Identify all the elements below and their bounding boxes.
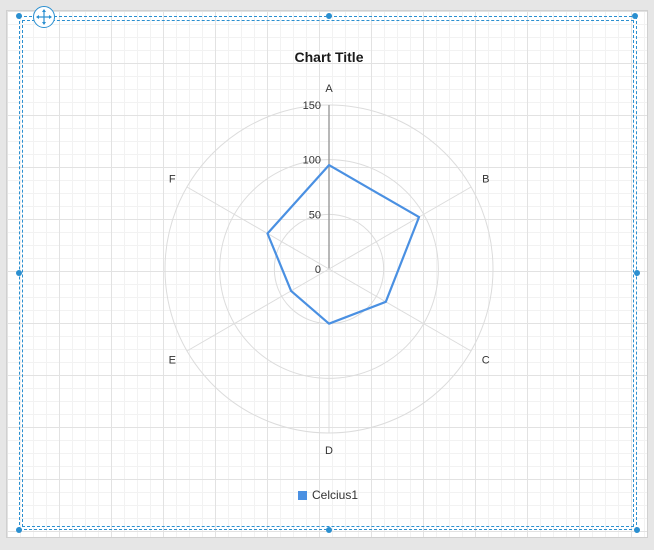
series-line[interactable] (266, 164, 421, 325)
resize-handle-bottom-center[interactable] (326, 527, 332, 533)
category-label: D (325, 445, 333, 457)
category-label: F (169, 174, 176, 186)
legend[interactable]: Celcius1 (298, 488, 358, 502)
resize-handle-middle-left[interactable] (16, 270, 22, 276)
category-label: C (482, 355, 490, 367)
legend-swatch[interactable] (298, 491, 307, 500)
grid-spoke (328, 268, 472, 352)
designer-canvas (6, 10, 648, 538)
radar-labels: 0 50 100 150 A B C D E F (169, 83, 490, 457)
resize-handle-bottom-left[interactable] (16, 527, 22, 533)
category-label: A (325, 83, 333, 95)
move-arrows-icon[interactable] (33, 6, 55, 28)
radial-tick-label: 150 (303, 100, 321, 112)
radial-tick-label: 50 (309, 209, 321, 221)
grid-spoke (186, 268, 330, 352)
resize-handle-middle-right[interactable] (634, 270, 640, 276)
grid-spoke (328, 186, 472, 270)
legend-label[interactable]: Celcius1 (312, 488, 358, 502)
resize-handle-top-center[interactable] (326, 13, 332, 19)
radial-tick-label: 100 (303, 155, 321, 167)
chart-title[interactable]: Chart Title (295, 49, 364, 65)
radar-series[interactable] (266, 164, 421, 325)
resize-handle-top-left[interactable] (16, 13, 22, 19)
resize-handle-bottom-right[interactable] (634, 527, 640, 533)
resize-handle-top-right[interactable] (632, 13, 638, 19)
chart-area-border (22, 20, 634, 527)
grid-spoke (186, 186, 330, 270)
radar-grid (164, 104, 494, 434)
category-label: E (169, 355, 176, 367)
category-label: B (482, 174, 489, 186)
radial-tick-label: 0 (315, 264, 321, 276)
